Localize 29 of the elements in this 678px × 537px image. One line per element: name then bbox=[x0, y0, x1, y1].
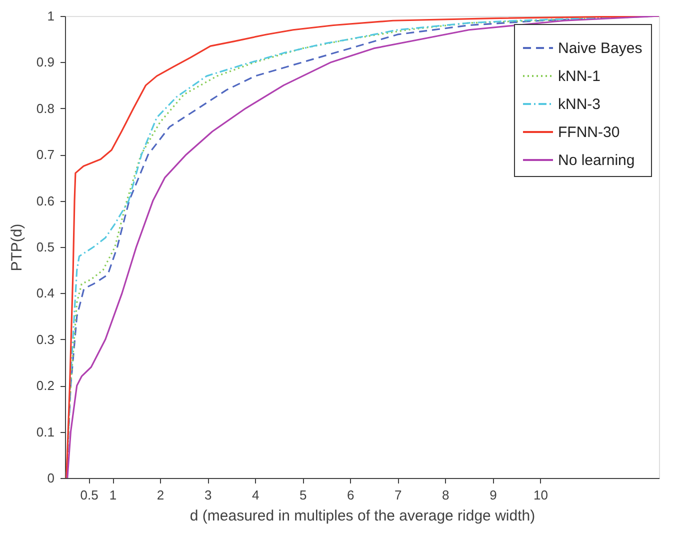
y-tick-label: 0.1 bbox=[36, 424, 54, 440]
y-tick-label: 0.3 bbox=[36, 332, 54, 347]
y-tick-label: 0.6 bbox=[36, 193, 54, 208]
x-tick-label: 2 bbox=[156, 488, 164, 502]
y-tick-label: 0.4 bbox=[36, 286, 54, 301]
x-tick-label: 7 bbox=[394, 488, 402, 502]
y-tick-label: 0.5 bbox=[36, 240, 54, 254]
legend-label: Naive Bayes bbox=[558, 40, 642, 57]
x-axis-title: d (measured in multiples of the average ridge width) bbox=[190, 508, 536, 524]
x-tick-label: 0.5 bbox=[80, 488, 98, 502]
legend-label: No learning bbox=[558, 152, 635, 169]
y-tick-label: 1 bbox=[47, 8, 54, 24]
x-tick-label: 10 bbox=[533, 488, 548, 502]
legend-label: kNN-1 bbox=[558, 68, 601, 85]
legend-label: FFNN-30 bbox=[558, 124, 620, 141]
y-tick-label: 0.2 bbox=[36, 378, 54, 394]
x-tick-label: 8 bbox=[442, 488, 450, 502]
x-tick-label: 5 bbox=[299, 488, 307, 502]
y-tick-label: 0.9 bbox=[36, 54, 54, 70]
x-tick-label: 4 bbox=[252, 488, 260, 502]
x-tick-label: 9 bbox=[490, 488, 497, 502]
x-tick-label: 1 bbox=[109, 488, 117, 502]
legend-label: kNN-3 bbox=[558, 96, 601, 113]
x-tick-label: 3 bbox=[204, 488, 212, 502]
y-tick-label: 0 bbox=[47, 470, 54, 486]
y-tick-label: 0.8 bbox=[36, 100, 54, 116]
y-tick-label: 0.7 bbox=[36, 147, 54, 162]
y-axis-title: PTP(d) bbox=[8, 224, 26, 272]
x-tick-label: 6 bbox=[347, 488, 354, 502]
